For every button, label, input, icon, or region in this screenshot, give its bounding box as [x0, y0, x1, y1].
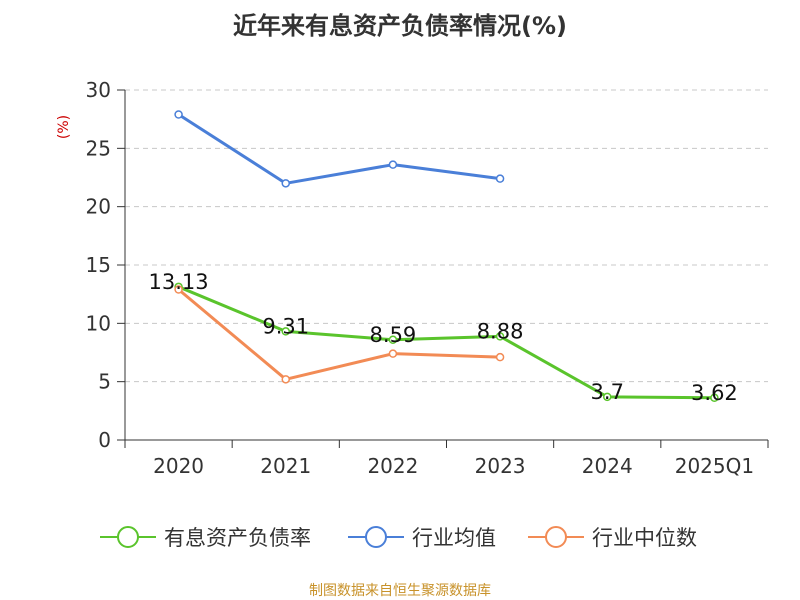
data-point: [495, 332, 505, 341]
y-tick-label: 25: [86, 136, 111, 160]
x-tick-label: 2025Q1: [675, 454, 754, 478]
x-tick-label: 2024: [582, 454, 633, 478]
x-tick-label: 2023: [475, 454, 526, 478]
legend-marker: [117, 526, 139, 548]
data-label: 3.62: [691, 381, 738, 405]
series-line-2: [177, 288, 501, 381]
legend-item: 行业均值: [348, 526, 496, 550]
legend-label: 行业中位数: [592, 526, 697, 550]
data-labels: 13.13 9.31 8.59 8.88 3.7 3.62: [149, 270, 738, 405]
legend: 有息资产负债率 行业均值 行业中位数: [100, 526, 697, 550]
data-point: [388, 349, 398, 358]
y-tick-label: 0: [98, 428, 111, 452]
data-label: 13.13: [149, 270, 209, 294]
y-tick-label: 10: [86, 311, 111, 335]
series-line-1: [177, 113, 501, 185]
data-point: [174, 110, 183, 119]
data-point: [603, 392, 612, 402]
data-point: [281, 327, 290, 336]
series-line-0: [178, 285, 715, 400]
legend-label: 有息资产负债率: [164, 526, 311, 550]
data-point: [388, 160, 398, 169]
data-point: [388, 335, 398, 345]
y-tick-label: 5: [98, 370, 111, 394]
axes: 0 5 10 15 20 25 30 (%) 2020 2021 2022 2023 2024 2025Q…: [56, 78, 769, 478]
data-point: [174, 285, 183, 294]
x-tick-label: 2020: [153, 454, 204, 478]
x-tick-label: 2021: [260, 454, 311, 478]
source-note: 制图数据来自恒生聚源数据库: [309, 583, 491, 599]
y-tick-label: 20: [86, 195, 111, 219]
legend-marker: [545, 526, 567, 548]
data-label: 8.88: [477, 319, 524, 343]
data-label: 9.31: [262, 314, 309, 338]
data-label: 8.59: [370, 323, 417, 347]
series-lines: [174, 110, 719, 403]
y-axis-label: (%): [56, 115, 72, 139]
data-label: 3.7: [591, 380, 624, 404]
chart-title: 近年来有息资产负债率情况(%): [233, 12, 567, 40]
legend-marker: [365, 526, 387, 548]
data-point: [281, 375, 290, 384]
y-tick-label: 15: [86, 253, 111, 277]
x-tick-label: 2022: [367, 454, 418, 478]
legend-item: 有息资产负债率: [100, 526, 311, 550]
legend-item: 行业中位数: [528, 526, 697, 550]
data-point: [281, 179, 290, 188]
data-point: [495, 174, 505, 183]
legend-label: 行业均值: [412, 526, 496, 550]
grid-lines: [125, 89, 768, 383]
y-tick-label: 30: [86, 78, 111, 102]
data-point: [495, 352, 505, 362]
data-point: [710, 393, 719, 403]
